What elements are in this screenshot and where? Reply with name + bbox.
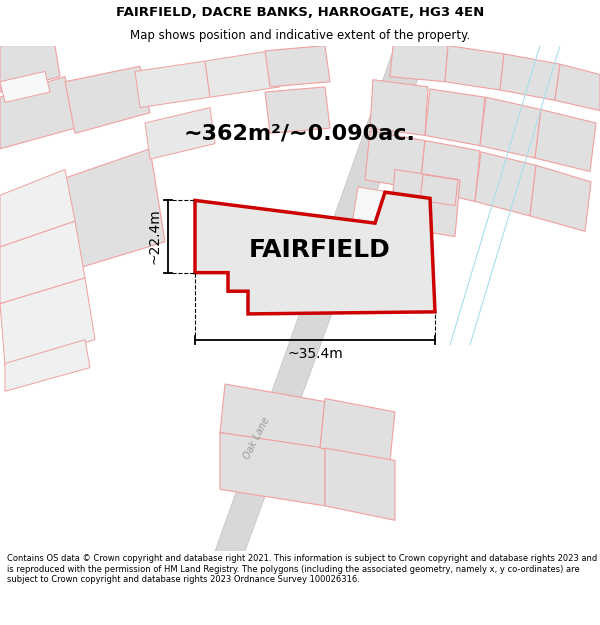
Polygon shape [0, 46, 600, 551]
Text: Map shows position and indicative extent of the property.: Map shows position and indicative extent… [130, 29, 470, 42]
Polygon shape [0, 221, 85, 304]
Polygon shape [420, 141, 480, 201]
Polygon shape [390, 46, 448, 82]
Text: FAIRFIELD, DACRE BANKS, HARROGATE, HG3 4EN: FAIRFIELD, DACRE BANKS, HARROGATE, HG3 4… [116, 6, 484, 19]
Polygon shape [390, 169, 460, 236]
Polygon shape [0, 278, 95, 366]
Polygon shape [555, 64, 600, 111]
Polygon shape [5, 340, 90, 391]
Polygon shape [0, 71, 50, 102]
Polygon shape [265, 87, 330, 133]
Polygon shape [350, 187, 408, 245]
Polygon shape [370, 79, 428, 136]
Polygon shape [0, 46, 60, 92]
Polygon shape [425, 89, 485, 146]
Polygon shape [445, 46, 504, 90]
Text: Contains OS data © Crown copyright and database right 2021. This information is : Contains OS data © Crown copyright and d… [7, 554, 598, 584]
Polygon shape [265, 46, 330, 87]
Polygon shape [365, 131, 425, 189]
Text: ~35.4m: ~35.4m [287, 347, 343, 361]
Polygon shape [420, 174, 458, 206]
Polygon shape [0, 77, 75, 149]
Polygon shape [65, 66, 150, 133]
Polygon shape [220, 384, 325, 448]
Polygon shape [205, 51, 280, 98]
Polygon shape [145, 107, 215, 159]
Polygon shape [535, 109, 596, 171]
Text: Oak Lane: Oak Lane [242, 415, 272, 461]
Polygon shape [15, 149, 165, 283]
Polygon shape [475, 152, 536, 216]
Polygon shape [325, 448, 395, 520]
Polygon shape [0, 169, 75, 247]
Polygon shape [530, 166, 591, 231]
Polygon shape [220, 432, 325, 506]
Polygon shape [500, 54, 560, 101]
Text: ~362m²/~0.090ac.: ~362m²/~0.090ac. [184, 123, 416, 143]
Text: ~22.4m: ~22.4m [147, 209, 161, 264]
Text: FAIRFIELD: FAIRFIELD [249, 238, 391, 262]
Polygon shape [320, 399, 395, 461]
Polygon shape [215, 46, 430, 551]
Polygon shape [135, 61, 210, 107]
Polygon shape [480, 98, 541, 158]
Polygon shape [195, 192, 435, 314]
